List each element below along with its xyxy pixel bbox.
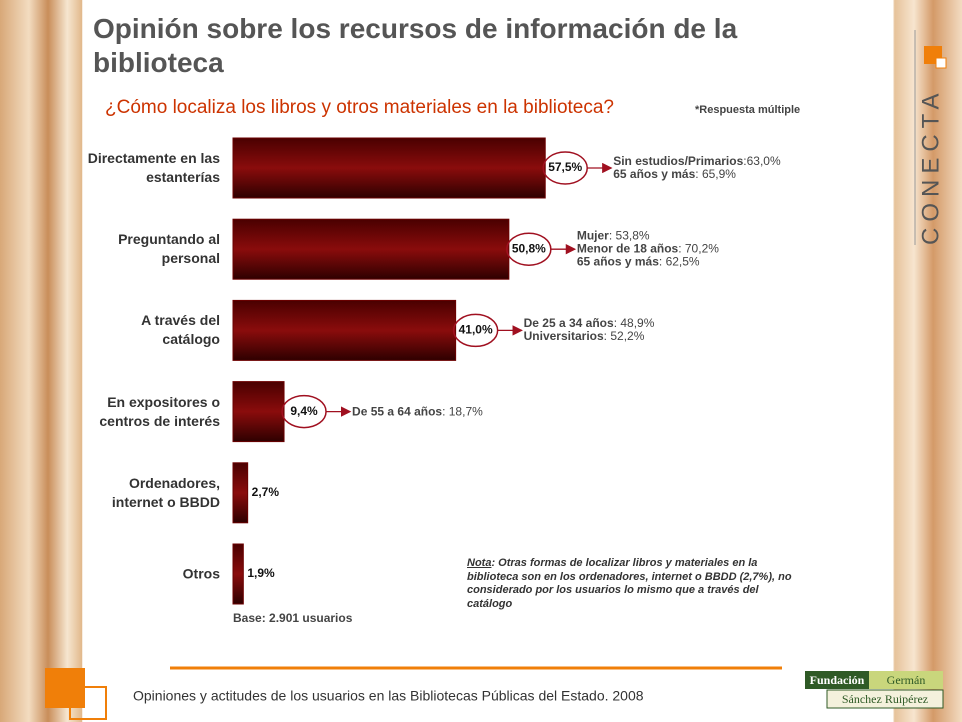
logo-text: Fundación (810, 673, 865, 687)
logo-text: Germán (887, 673, 926, 687)
annotation-text: : 18,7% (442, 404, 483, 418)
annotation-text: : 48,9% (614, 316, 655, 330)
bar (233, 138, 545, 198)
annotation: De 25 a 34 años: 48,9%Universitarios: 52… (524, 317, 655, 343)
annotation-text: : 52,2% (604, 329, 645, 343)
annotation-bold: Mujer (577, 229, 609, 243)
subtitle: ¿Cómo localiza los libros y otros materi… (105, 97, 614, 118)
value-label: 50,8% (512, 241, 546, 255)
logo-text: Sánchez Ruipérez (842, 692, 928, 706)
annotation-bold: De 55 a 64 años (352, 404, 442, 418)
annotation-text: : 70,2% (678, 242, 719, 256)
category-label: En expositores o centros de interés (50, 393, 220, 431)
annotation: Mujer: 53,8%Menor de 18 años: 70,2%65 añ… (577, 230, 719, 269)
annotation-bold: 65 años y más (577, 255, 659, 269)
annotation-text: :63,0% (743, 154, 780, 168)
annotation-text: : 62,5% (659, 255, 700, 269)
annotation-line: 65 años y más: 65,9% (613, 168, 780, 181)
note: Nota: Otras formas de localizar libros y… (467, 557, 797, 611)
annotation-bold: De 25 a 34 años (524, 316, 614, 330)
value-label: 1,9% (247, 566, 275, 580)
value-label: 9,4% (290, 404, 318, 418)
title-box: Opinión sobre los recursos de informació… (93, 12, 863, 92)
slide: CONECTA ¿Cómo localiza los libros y otro… (0, 0, 962, 722)
annotation-text: : 65,9% (695, 167, 736, 181)
category-label: A través del catálogo (50, 311, 220, 349)
note-text: : Otras formas de localizar libros y mat… (467, 557, 792, 610)
annotation-bold: Menor de 18 años (577, 242, 678, 256)
value-label: 2,7% (252, 485, 280, 499)
bar (233, 382, 284, 442)
annotation-text: : 53,8% (609, 229, 650, 243)
value-label: 41,0% (459, 323, 493, 337)
category-label: Ordenadores, internet o BBDD (50, 474, 220, 512)
bar (233, 219, 509, 279)
chart: CONECTA ¿Cómo localiza los libros y otro… (0, 0, 962, 722)
note-lead: Nota (467, 557, 491, 569)
brand-square (936, 58, 946, 68)
category-label: Otros (50, 565, 220, 584)
value-label: 57,5% (548, 160, 582, 174)
footer: Opiniones y actitudes de los usuarios en… (133, 688, 644, 704)
bar (233, 463, 248, 523)
base: Base: 2.901 usuarios (233, 611, 353, 625)
annotation-bold: Sin estudios/Primarios (613, 154, 743, 168)
category-label: Directamente en las estanterías (50, 149, 220, 187)
category-label: Preguntando al personal (50, 230, 220, 268)
bar (233, 300, 456, 360)
annotation-line: Universitarios: 52,2% (524, 330, 655, 343)
annotation-line: De 55 a 64 años: 18,7% (352, 405, 483, 418)
brand: CONECTA (917, 87, 944, 245)
annotation: Sin estudios/Primarios:63,0%65 años y má… (613, 155, 780, 181)
annotation-bold: 65 años y más (613, 167, 695, 181)
title: Opinión sobre los recursos de informació… (93, 12, 853, 80)
annotation-line: 65 años y más: 62,5% (577, 256, 719, 269)
bar (233, 544, 243, 604)
annotation: De 55 a 64 años: 18,7% (352, 405, 483, 418)
annotation-bold: Universitarios (524, 329, 604, 343)
multiple-answer: *Respuesta múltiple (695, 104, 800, 116)
